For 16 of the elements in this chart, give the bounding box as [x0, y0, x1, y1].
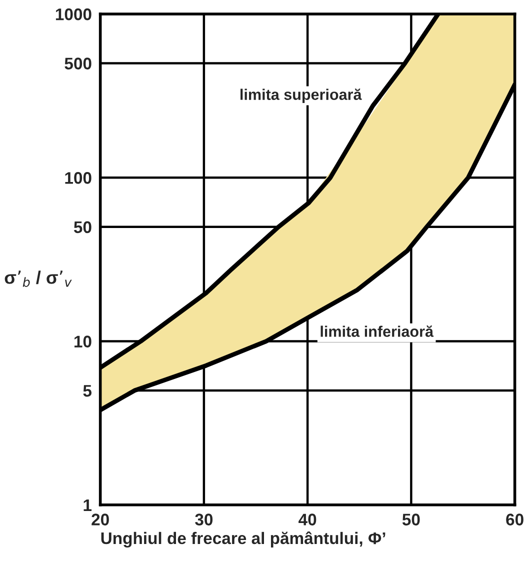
y-tick-label: 10 — [74, 336, 92, 348]
x-tick-label: 50 — [402, 514, 420, 526]
y-axis-title: σ’$_{b}$ / σ’$_{v}$ — [4, 270, 72, 287]
x-tick-label: 40 — [298, 514, 316, 526]
x-tick-label: 60 — [506, 514, 524, 526]
series-label: limita inferiaoră — [320, 326, 434, 337]
y-tick-label: 1000 — [56, 8, 92, 20]
y-tick-label: 50 — [74, 221, 92, 234]
x-axis-title: Unghiul de frecare al pământului, Φ’ — [101, 532, 386, 548]
y-tick-label: 5 — [83, 385, 92, 397]
y-tick-label: 1 — [84, 499, 92, 511]
x-tick-label: 20 — [92, 514, 109, 526]
x-tick-label: 30 — [195, 514, 213, 526]
series-label: limita superioară — [240, 88, 362, 103]
y-tick-label: 500 — [64, 58, 92, 70]
y-tick-label: 100 — [65, 172, 92, 184]
